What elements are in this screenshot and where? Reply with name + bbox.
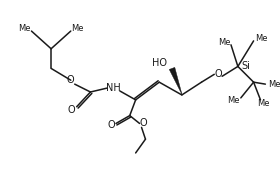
Text: Me: Me: [218, 38, 230, 47]
Text: O: O: [214, 69, 222, 79]
Text: NH: NH: [106, 83, 120, 93]
Text: Me: Me: [255, 34, 268, 43]
Text: Me: Me: [18, 24, 31, 33]
Text: HO: HO: [152, 58, 167, 68]
Text: O: O: [67, 75, 74, 85]
Text: O: O: [68, 105, 76, 115]
Text: Me: Me: [71, 24, 84, 33]
Text: Me: Me: [227, 96, 239, 105]
Text: Me: Me: [257, 99, 270, 108]
Text: O: O: [107, 120, 115, 130]
Text: Me: Me: [268, 80, 280, 89]
Text: Si: Si: [242, 61, 251, 71]
Polygon shape: [169, 67, 182, 95]
Text: O: O: [140, 118, 147, 128]
